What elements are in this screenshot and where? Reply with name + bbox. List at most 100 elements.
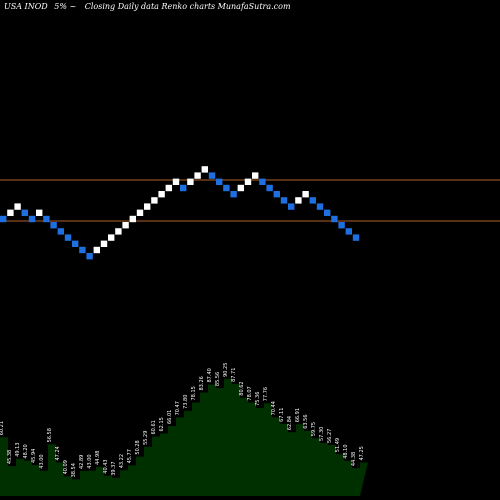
renko-brick-up bbox=[244, 178, 252, 185]
volume-label: 47.24 bbox=[55, 446, 61, 460]
renko-brick-down bbox=[266, 184, 273, 192]
renko-brick-down bbox=[43, 215, 50, 223]
volume-label: 45.38 bbox=[7, 450, 13, 464]
renko-brick-down bbox=[180, 184, 187, 192]
volume-label: 40.43 bbox=[103, 459, 109, 473]
volume-label: 42.89 bbox=[79, 455, 85, 469]
renko-brick-down bbox=[273, 191, 280, 198]
volume-label: 83.26 bbox=[199, 376, 205, 390]
renko-brick-down bbox=[230, 191, 237, 198]
renko-brick-up bbox=[36, 209, 43, 216]
volume-label: 67.11 bbox=[279, 408, 285, 422]
caption-label: Closing Daily data Renko charts MunafaSu… bbox=[85, 2, 291, 11]
volume-label: 56.58 bbox=[47, 428, 53, 442]
volume-label: 59.75 bbox=[311, 422, 317, 436]
renko-brick-up bbox=[172, 178, 180, 185]
volume-label: 40.09 bbox=[63, 460, 69, 474]
renko-brick-down bbox=[309, 197, 316, 204]
volume-label: 62.15 bbox=[159, 417, 165, 431]
renko-brick-up bbox=[93, 246, 100, 254]
renko-brick-down bbox=[50, 222, 57, 229]
volume-label: 57.30 bbox=[319, 427, 325, 441]
renko-brick-down bbox=[259, 178, 266, 185]
volume-label: 44.38 bbox=[351, 452, 357, 466]
renko-brick-down bbox=[345, 228, 352, 235]
renko-brick-down bbox=[223, 184, 230, 192]
renko-brick-down bbox=[208, 172, 216, 179]
renko-brick-down bbox=[21, 209, 28, 216]
volume-label: 51.49 bbox=[335, 438, 341, 452]
volume-label: 38.54 bbox=[71, 463, 77, 477]
renko-brick-down bbox=[64, 234, 72, 241]
volume-label: 62.84 bbox=[287, 416, 293, 430]
renko-brick-down bbox=[338, 222, 345, 229]
renko-brick-up bbox=[136, 209, 144, 216]
volume-label: 75.36 bbox=[255, 392, 261, 406]
volume-label: 85.56 bbox=[215, 372, 221, 386]
renko-brick-up bbox=[201, 166, 208, 173]
volume-label: 90.25 bbox=[223, 363, 229, 377]
renko-brick-down bbox=[28, 215, 36, 223]
renko-brick-up bbox=[14, 203, 21, 210]
volume-label: 56.27 bbox=[327, 429, 333, 443]
renko-brick-down bbox=[288, 203, 295, 210]
renko-brick-up bbox=[108, 234, 115, 241]
renko-brick-down bbox=[86, 253, 93, 260]
renko-brick-up bbox=[295, 197, 302, 204]
volume-label: 70.44 bbox=[271, 401, 277, 415]
renko-bricks bbox=[0, 166, 360, 260]
renko-brick-up bbox=[252, 172, 259, 179]
volume-label: 78.15 bbox=[191, 386, 197, 400]
renko-brick-up bbox=[194, 172, 201, 179]
renko-brick-down bbox=[216, 178, 223, 185]
volume-label: 44.98 bbox=[95, 451, 101, 465]
volume-label: 60.21 bbox=[0, 421, 5, 435]
renko-brick-down bbox=[79, 246, 86, 254]
volume-label: 55.29 bbox=[143, 431, 149, 445]
renko-brick-up bbox=[158, 191, 165, 198]
volume-label: 87.71 bbox=[231, 368, 237, 382]
renko-brick-down bbox=[352, 234, 360, 241]
renko-brick-up bbox=[100, 240, 108, 247]
volume-label: 63.56 bbox=[303, 414, 309, 428]
renko-brick-up bbox=[122, 222, 129, 229]
volume-label: 70.47 bbox=[175, 401, 181, 415]
volume-label: 43.00 bbox=[39, 454, 45, 468]
renko-brick-up bbox=[302, 191, 309, 198]
volume-label: 45.77 bbox=[127, 449, 133, 463]
volume-label: 87.40 bbox=[207, 368, 213, 382]
renko-brick-down bbox=[57, 228, 64, 235]
volume-label: 73.80 bbox=[183, 395, 189, 409]
renko-brick-down bbox=[316, 203, 324, 210]
volume-label: 47.25 bbox=[359, 446, 365, 460]
volume-label: 45.94 bbox=[31, 449, 37, 463]
volume-label: 39.37 bbox=[111, 461, 117, 475]
volume-label: 43.22 bbox=[119, 454, 125, 468]
renko-brick-down bbox=[324, 209, 331, 216]
change-label: 5% ~ bbox=[54, 2, 76, 11]
volume-label: 43.00 bbox=[87, 454, 93, 468]
renko-brick-up bbox=[144, 203, 151, 210]
volume-label: 49.13 bbox=[15, 442, 21, 456]
renko-brick-up bbox=[115, 228, 122, 235]
volume-label: 77.76 bbox=[263, 387, 269, 401]
volume-label: 50.28 bbox=[135, 440, 141, 454]
volume-area bbox=[0, 378, 368, 496]
renko-brick-up bbox=[151, 197, 158, 204]
renko-brick-up bbox=[165, 184, 172, 192]
volume-label: 48.10 bbox=[343, 444, 349, 458]
renko-brick-down bbox=[331, 215, 338, 223]
renko-brick-up bbox=[129, 215, 136, 223]
volume-label: 66.01 bbox=[167, 410, 173, 424]
volume-label: 78.07 bbox=[247, 386, 253, 400]
volume-label: 60.61 bbox=[151, 420, 157, 434]
volume-label: 48.20 bbox=[23, 444, 29, 458]
chart-title: USA INOD 5% ~ Closing Daily data Renko c… bbox=[4, 2, 291, 11]
renko-brick-down bbox=[0, 215, 7, 223]
volume-label: 80.62 bbox=[239, 381, 245, 395]
renko-brick-down bbox=[280, 197, 288, 204]
renko-brick-up bbox=[237, 184, 244, 192]
volume-area-fill bbox=[0, 378, 368, 496]
